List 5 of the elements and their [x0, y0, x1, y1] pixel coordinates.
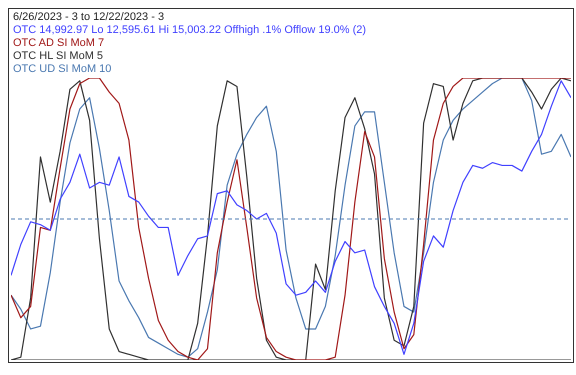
- text: OTC 14,992.97 Lo 12,595.61 Hi 15,003.22 Offhigh .1% Offlow 19.0% (2): [13, 24, 368, 37]
- text: OTC HL SI MoM 5: [13, 50, 104, 63]
- text: OTC UD SI MoM 10: [13, 63, 112, 76]
- chart-title: 6/26/2023 - 3 to 12/22/2023 - 3: [13, 11, 166, 24]
- text: OTC AD SI MoM 7: [13, 37, 106, 50]
